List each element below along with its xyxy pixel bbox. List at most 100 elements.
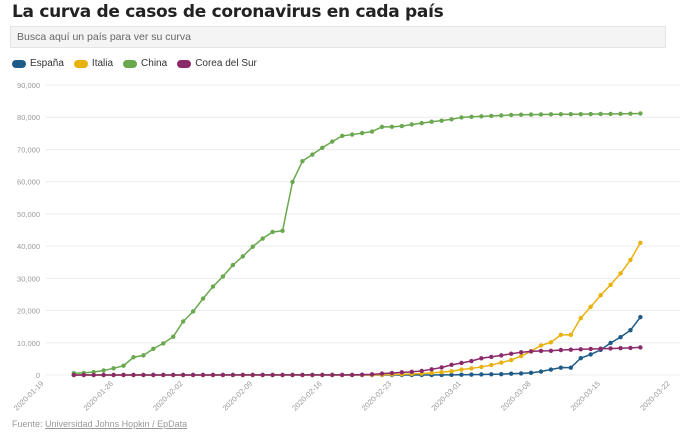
series-line-corea-del-sur bbox=[73, 346, 641, 376]
data-point bbox=[409, 369, 414, 375]
data-point bbox=[469, 366, 474, 371]
data-point bbox=[528, 112, 534, 117]
country-search-input[interactable]: Busca aquí un país para ver su curva bbox=[10, 26, 666, 48]
data-point bbox=[578, 355, 583, 361]
data-point bbox=[240, 254, 245, 259]
data-point bbox=[91, 372, 96, 378]
x-tick-label: 2020-01-26 bbox=[81, 379, 114, 412]
data-point bbox=[439, 369, 444, 375]
data-point bbox=[449, 362, 454, 368]
data-point bbox=[121, 372, 126, 378]
data-point bbox=[469, 372, 474, 377]
legend-item-italia[interactable]: Italia bbox=[73, 58, 113, 69]
source-note: Fuente: Universidad Johns Hopkin / EpDat… bbox=[12, 419, 187, 430]
data-point bbox=[459, 367, 464, 372]
data-point bbox=[429, 370, 434, 376]
series-line-china bbox=[73, 112, 641, 374]
data-point bbox=[141, 372, 146, 378]
legend-swatch bbox=[12, 59, 26, 68]
y-tick-label: 50,000 bbox=[17, 210, 40, 219]
data-point bbox=[538, 343, 544, 348]
x-tick-label: 2020-02-16 bbox=[290, 379, 323, 412]
data-point bbox=[409, 122, 414, 127]
data-point bbox=[300, 158, 305, 164]
y-tick-label: 0 bbox=[36, 371, 40, 380]
y-tick-label: 60,000 bbox=[17, 178, 40, 187]
data-point bbox=[538, 112, 544, 117]
data-point bbox=[598, 111, 603, 117]
data-point bbox=[389, 370, 395, 376]
data-point bbox=[260, 372, 265, 378]
data-point bbox=[330, 372, 335, 378]
data-point bbox=[508, 351, 514, 356]
data-point bbox=[558, 112, 564, 117]
data-point bbox=[349, 132, 355, 137]
data-point bbox=[439, 118, 444, 123]
data-point bbox=[588, 352, 593, 357]
data-point bbox=[161, 341, 166, 346]
data-point bbox=[419, 120, 424, 126]
y-tick-label: 80,000 bbox=[17, 113, 40, 122]
data-point bbox=[151, 346, 156, 351]
data-point bbox=[200, 372, 206, 378]
data-point bbox=[101, 368, 106, 373]
data-point bbox=[469, 358, 474, 364]
data-point bbox=[399, 123, 405, 129]
data-point bbox=[499, 113, 504, 118]
legend-item-corea[interactable]: Corea del Sur bbox=[177, 58, 257, 69]
data-point bbox=[161, 372, 166, 378]
data-point bbox=[250, 372, 255, 378]
data-point bbox=[568, 112, 574, 117]
data-point bbox=[508, 112, 514, 118]
data-point bbox=[240, 372, 245, 378]
x-tick-label: 2020-02-23 bbox=[360, 379, 393, 412]
data-point bbox=[369, 372, 375, 377]
data-point bbox=[608, 340, 613, 346]
data-point bbox=[588, 111, 593, 117]
source-link[interactable]: Universidad Johns Hopkin / EpData bbox=[45, 419, 188, 429]
legend-label: China bbox=[141, 58, 168, 69]
data-point bbox=[459, 360, 464, 366]
data-point bbox=[260, 236, 265, 241]
data-point bbox=[459, 115, 464, 120]
data-point bbox=[379, 371, 385, 376]
data-point bbox=[528, 370, 534, 376]
data-point bbox=[518, 353, 524, 359]
legend-item-espana[interactable]: España bbox=[12, 58, 64, 69]
data-point bbox=[171, 372, 176, 378]
data-point bbox=[638, 345, 643, 350]
data-point bbox=[131, 355, 136, 360]
data-point bbox=[568, 347, 574, 352]
x-tick-label: 2020-03-22 bbox=[638, 379, 671, 412]
y-tick-label: 30,000 bbox=[17, 274, 40, 283]
x-tick-label: 2020-03-15 bbox=[569, 379, 602, 412]
data-point bbox=[280, 372, 285, 378]
x-tick-label: 2020-02-02 bbox=[151, 379, 184, 412]
data-point bbox=[340, 372, 345, 378]
data-point bbox=[558, 365, 564, 370]
data-point bbox=[71, 372, 77, 378]
data-point bbox=[290, 372, 295, 378]
data-point bbox=[638, 314, 643, 320]
data-point bbox=[598, 293, 603, 298]
data-point bbox=[618, 111, 623, 117]
data-point bbox=[489, 354, 494, 360]
data-point bbox=[628, 257, 633, 263]
data-point bbox=[190, 309, 196, 314]
data-point bbox=[628, 327, 633, 333]
data-point bbox=[320, 372, 325, 378]
data-point bbox=[111, 366, 116, 371]
x-tick-label: 2020-03-01 bbox=[429, 379, 462, 412]
legend-item-china[interactable]: China bbox=[123, 58, 167, 69]
data-point bbox=[638, 111, 643, 116]
page-title: La curva de casos de coronavirus en cada… bbox=[12, 2, 444, 22]
data-point bbox=[369, 129, 375, 134]
data-point bbox=[340, 133, 345, 139]
data-point bbox=[489, 362, 494, 368]
data-point bbox=[479, 114, 484, 119]
data-point bbox=[270, 229, 275, 235]
data-point bbox=[121, 363, 126, 368]
data-point bbox=[171, 334, 176, 339]
data-point bbox=[638, 240, 643, 245]
data-point bbox=[379, 124, 385, 130]
